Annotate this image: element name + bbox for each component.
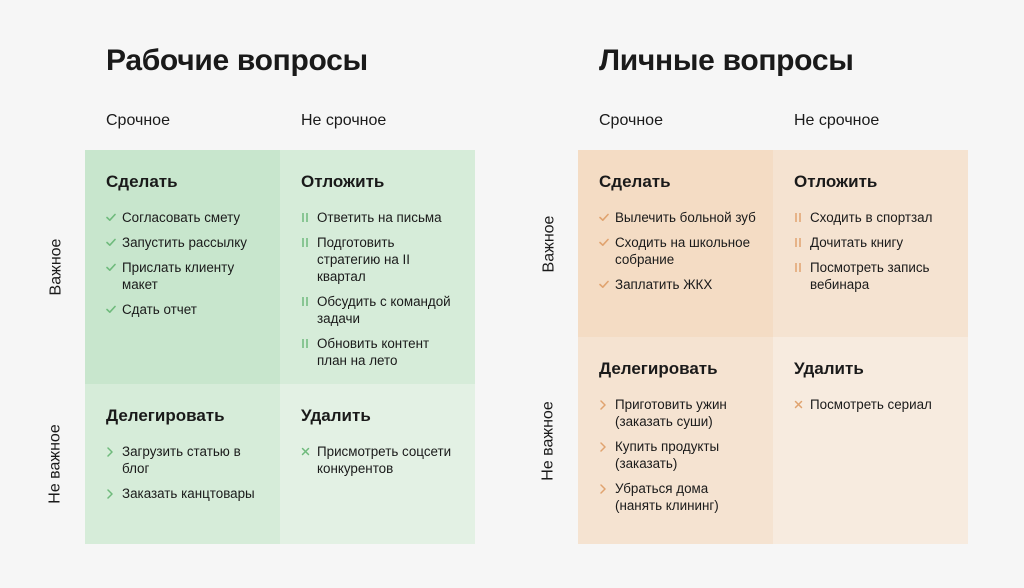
check-icon: [106, 209, 118, 226]
check-icon: [106, 234, 118, 251]
quadrant-delegate: Делегировать Приготовить ужин (заказать …: [578, 337, 773, 544]
cross-icon: [794, 396, 806, 413]
check-icon: [106, 259, 118, 276]
quadrant-delegate: Делегировать Загрузить статью в блог Зака…: [85, 384, 280, 544]
task-label: Посмотреть сериал: [810, 397, 932, 412]
task-item: Дочитать книгу: [794, 234, 952, 251]
task-item: Подготовить стратегию на II квартал: [301, 234, 459, 285]
work-board: Рабочие вопросы Срочное Не срочное Важно…: [44, 0, 475, 588]
task-item: Согласовать смету: [106, 209, 264, 226]
quadrant-title: Сделать: [599, 172, 671, 191]
pause-icon: [301, 335, 313, 352]
task-label: Заказать канцтовары: [122, 486, 255, 501]
task-item: Загрузить статью в блог: [106, 443, 264, 477]
check-icon: [106, 301, 118, 318]
task-item: Присмотреть соцсети конкурентов: [301, 443, 459, 477]
chevron-right-icon: [599, 480, 611, 497]
task-item: Ответить на письма: [301, 209, 459, 226]
task-item: Прислать клиенту макет: [106, 259, 264, 293]
task-label: Подготовить стратегию на II квартал: [317, 235, 410, 284]
quadrant-schedule: Отложить Сходить в спортзал Дочитать книг…: [773, 150, 968, 337]
row-label-important: Важное: [540, 215, 557, 272]
task-label: Купить продукты (заказать): [615, 439, 720, 471]
task-label: Заплатить ЖКХ: [615, 277, 713, 292]
chevron-right-icon: [106, 485, 118, 502]
chevron-right-icon: [106, 443, 118, 460]
task-item: Сходить на школьное собрание: [599, 234, 757, 268]
check-icon: [599, 209, 611, 226]
quadrant-title: Удалить: [794, 359, 864, 378]
cross-icon: [301, 443, 313, 460]
task-list: Посмотреть сериал: [794, 396, 952, 413]
task-item: Посмотреть запись вебинара: [794, 259, 952, 293]
task-item: Обсудить с командой задачи: [301, 293, 459, 327]
pause-icon: [794, 259, 806, 276]
task-label: Ответить на письма: [317, 210, 442, 225]
task-label: Обсудить с командой задачи: [317, 294, 451, 326]
chevron-right-icon: [599, 396, 611, 413]
quadrant-title: Отложить: [794, 172, 878, 191]
quadrant-title: Удалить: [301, 406, 371, 425]
task-label: Дочитать книгу: [810, 235, 904, 250]
task-item: Сходить в спортзал: [794, 209, 952, 226]
quadrant-schedule: Отложить Ответить на письма Подготовить с…: [280, 150, 475, 384]
task-item: Вылечить больной зуб: [599, 209, 757, 226]
task-item: Обновить контент план на лето: [301, 335, 459, 369]
pause-icon: [301, 209, 313, 226]
quadrant-title: Делегировать: [106, 406, 225, 425]
task-item: Убраться дома (нанять клининг): [599, 480, 757, 514]
board-title: Рабочие вопросы: [106, 44, 368, 77]
board-title: Личные вопросы: [599, 44, 854, 77]
task-list: Приготовить ужин (заказать суши) Купить п…: [599, 396, 757, 514]
quadrant-delete: Удалить Посмотреть сериал: [773, 337, 968, 544]
column-label-not-urgent: Не срочное: [794, 112, 880, 129]
check-icon: [599, 234, 611, 251]
column-label-urgent: Срочное: [106, 112, 170, 129]
quadrant-title: Делегировать: [599, 359, 718, 378]
task-label: Вылечить больной зуб: [615, 210, 756, 225]
task-list: Присмотреть соцсети конкурентов: [301, 443, 459, 477]
check-icon: [599, 276, 611, 293]
task-label: Сходить в спортзал: [810, 210, 933, 225]
task-label: Сдать отчет: [122, 302, 197, 317]
pause-icon: [794, 234, 806, 251]
task-label: Сходить на школьное собрание: [615, 235, 751, 267]
chevron-right-icon: [599, 438, 611, 455]
task-label: Согласовать смету: [122, 210, 241, 225]
task-label: Посмотреть запись вебинара: [810, 260, 930, 292]
quadrant-do: Сделать Вылечить больной зуб Сходить на ш…: [578, 150, 773, 337]
row-label-important: Важное: [47, 238, 64, 296]
task-list: Загрузить статью в блог Заказать канцтова…: [106, 443, 264, 502]
row-label-not-important: Не важное: [540, 400, 558, 481]
column-label-urgent: Срочное: [599, 112, 663, 129]
task-item: Купить продукты (заказать): [599, 438, 757, 472]
task-list: Вылечить больной зуб Сходить на школьное …: [599, 209, 757, 293]
task-label: Запустить рассылку: [122, 235, 247, 250]
quadrant-delete: Удалить Присмотреть соцсети конкурентов: [280, 384, 475, 544]
pause-icon: [301, 234, 313, 251]
task-item: Запустить рассылку: [106, 234, 264, 251]
task-item: Посмотреть сериал: [794, 396, 952, 413]
task-item: Заказать канцтовары: [106, 485, 264, 502]
task-label: Прислать клиенту макет: [122, 260, 235, 292]
task-item: Сдать отчет: [106, 301, 264, 318]
task-label: Убраться дома (нанять клининг): [615, 481, 719, 513]
task-item: Приготовить ужин (заказать суши): [599, 396, 757, 430]
task-item: Заплатить ЖКХ: [599, 276, 757, 293]
column-label-not-urgent: Не срочное: [301, 112, 387, 129]
task-list: Сходить в спортзал Дочитать книгу Посмотре…: [794, 209, 952, 293]
task-label: Присмотреть соцсети конкурентов: [317, 444, 452, 476]
row-label-not-important: Не важное: [47, 424, 65, 504]
task-label: Загрузить статью в блог: [122, 444, 241, 476]
quadrant-title: Сделать: [106, 172, 178, 191]
pause-icon: [301, 293, 313, 310]
task-label: Приготовить ужин (заказать суши): [615, 397, 727, 429]
task-list: Согласовать смету Запустить рассылку Присл…: [106, 209, 264, 318]
pause-icon: [794, 209, 806, 226]
quadrant-title: Отложить: [301, 172, 385, 191]
personal-board: Личные вопросы Срочное Не срочное Важное…: [537, 0, 968, 588]
task-list: Ответить на письма Подготовить стратегию …: [301, 209, 459, 369]
quadrant-do: Сделать Согласовать смету Запустить рассы…: [85, 150, 280, 384]
task-label: Обновить контент план на лето: [317, 336, 430, 368]
